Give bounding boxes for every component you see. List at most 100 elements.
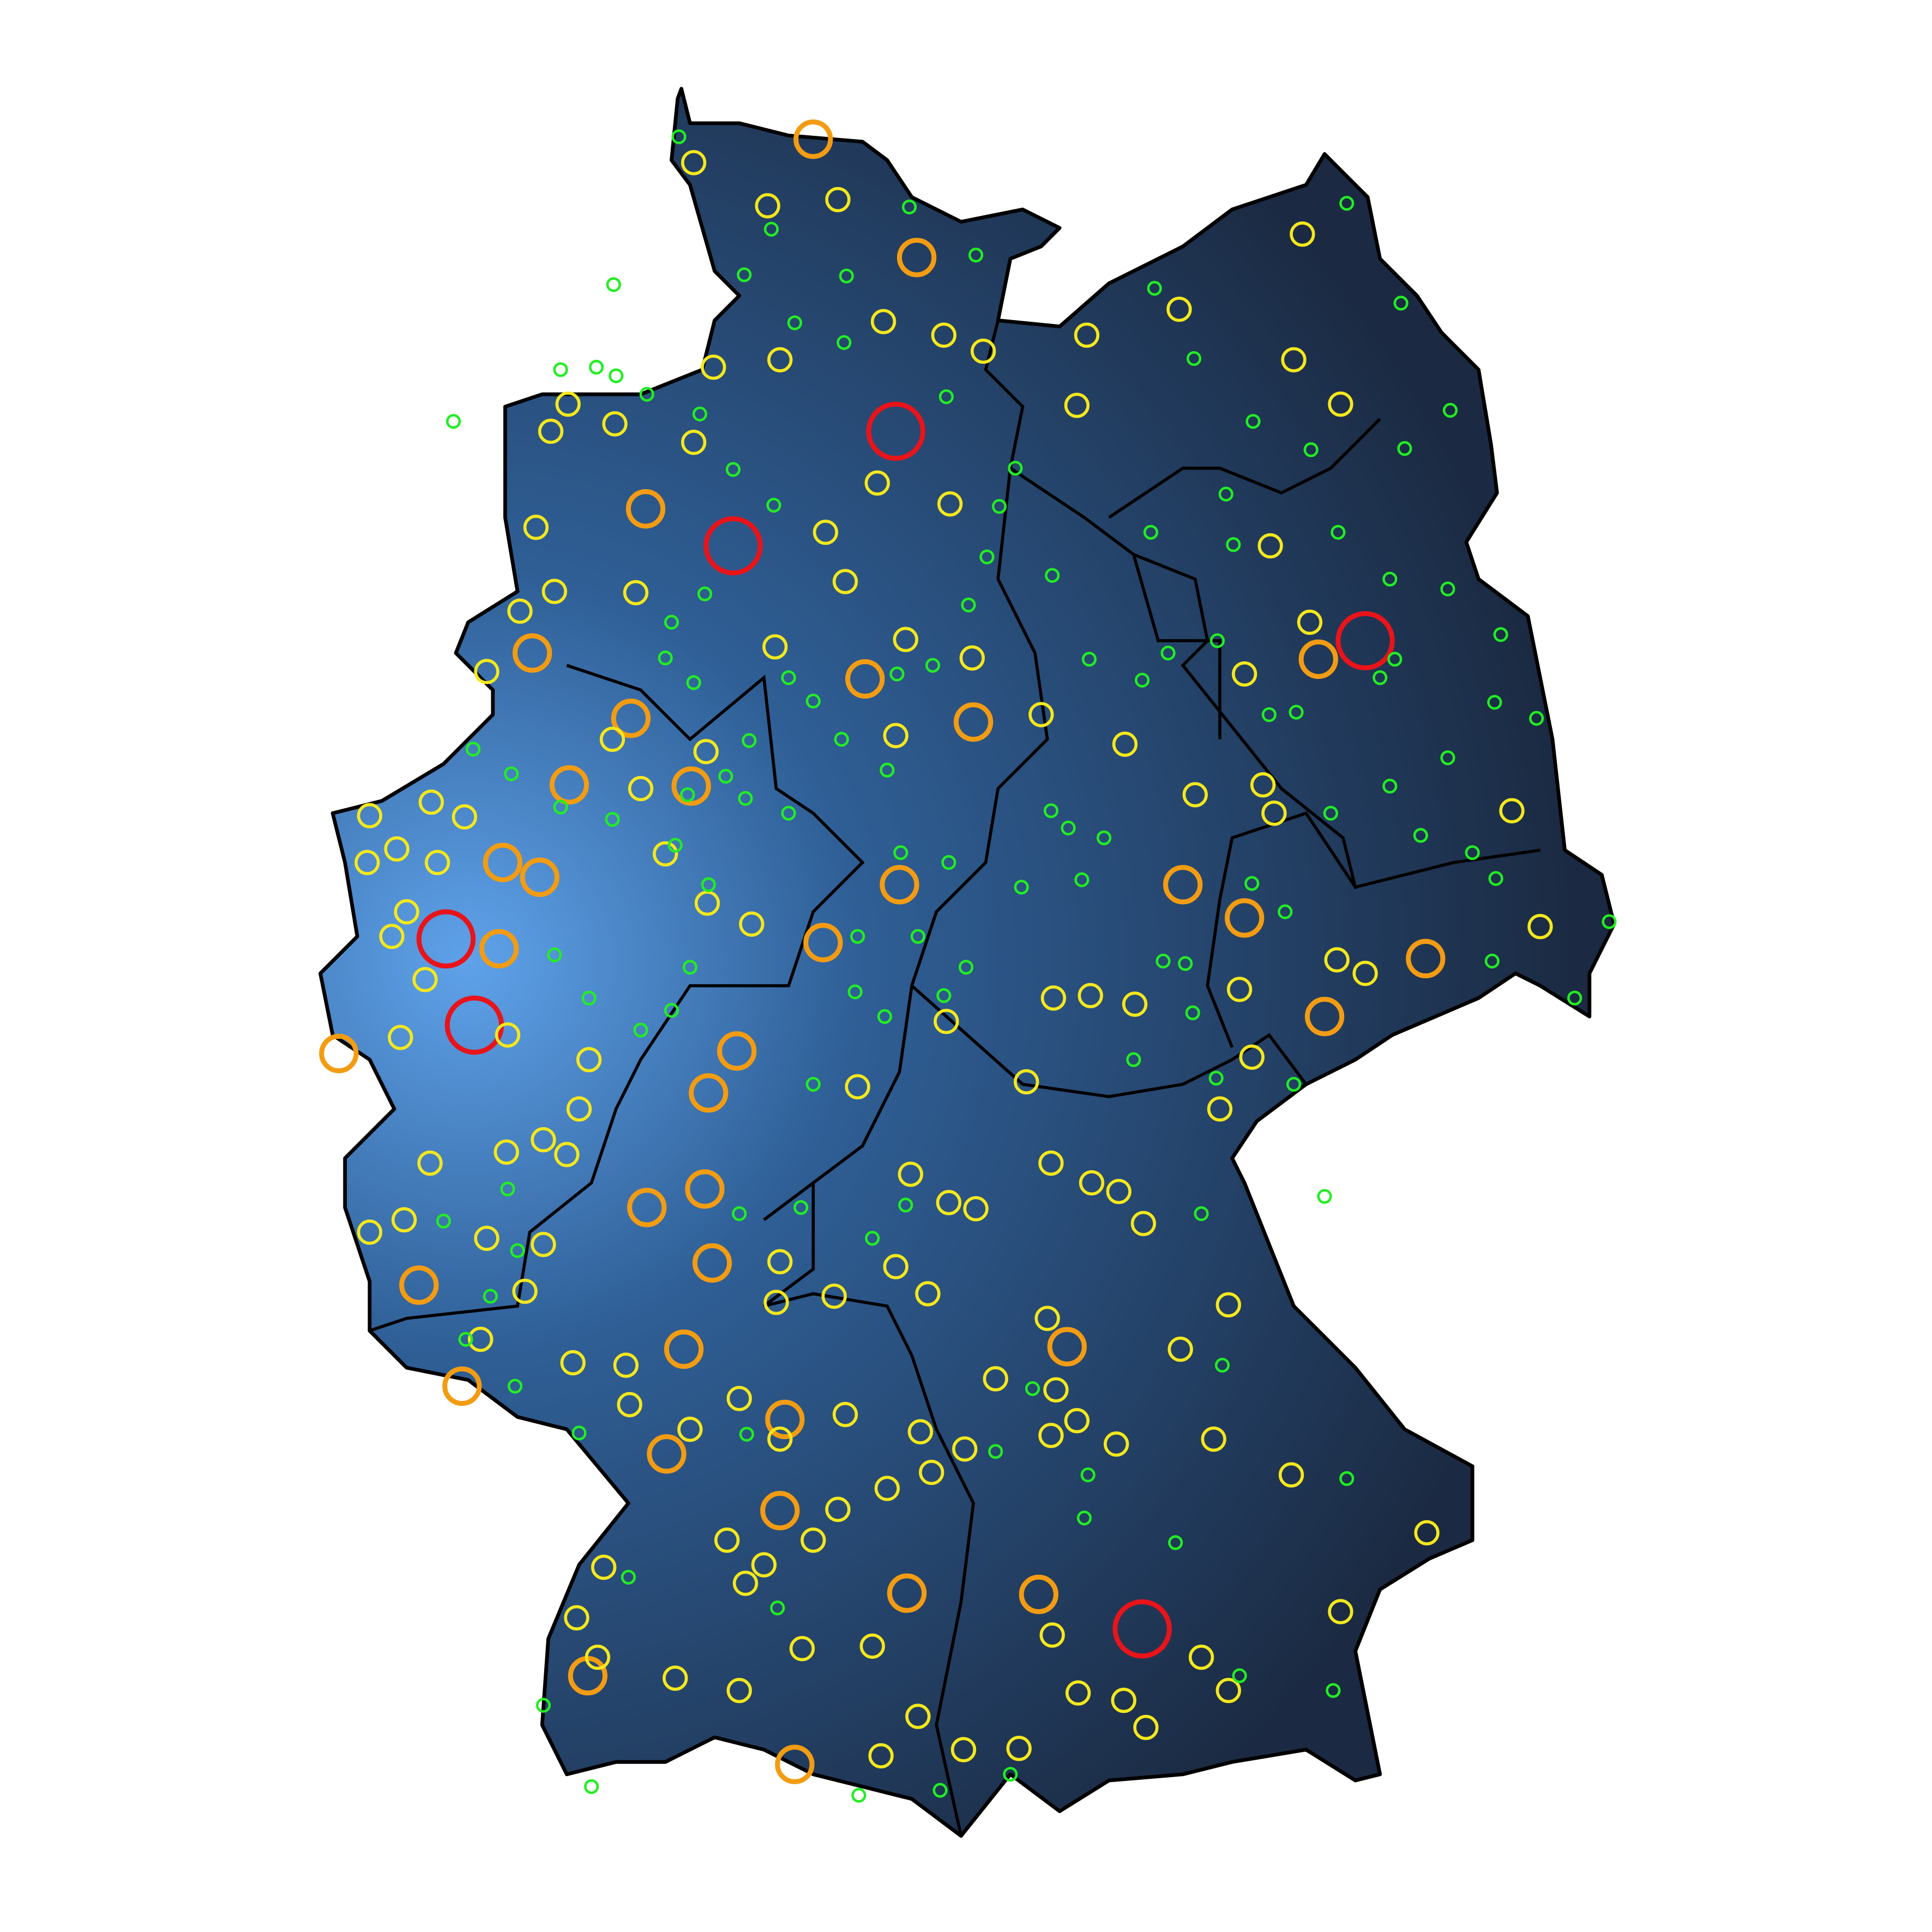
yellow-marker	[1182, 782, 1208, 808]
yellow-marker	[919, 1460, 944, 1485]
state-border	[911, 984, 1308, 1098]
green-marker	[535, 1698, 551, 1713]
yellow-marker	[1278, 1462, 1304, 1488]
green-marker	[639, 387, 654, 402]
orange-marker	[1304, 996, 1345, 1037]
yellow-marker	[523, 514, 549, 540]
orange-marker	[1047, 1327, 1087, 1367]
yellow-marker	[1006, 1736, 1032, 1761]
green-marker	[1147, 281, 1162, 296]
yellow-marker	[1297, 609, 1323, 635]
yellow-marker	[762, 634, 788, 660]
yellow-marker	[1328, 1599, 1353, 1624]
yellow-marker	[937, 491, 963, 517]
green-marker	[667, 838, 683, 853]
yellow-marker	[812, 519, 839, 545]
yellow-marker	[602, 411, 628, 437]
yellow-marker	[493, 1139, 519, 1165]
yellow-marker	[883, 723, 908, 749]
green-marker	[553, 362, 568, 377]
yellow-marker	[663, 1665, 688, 1691]
green-marker	[1442, 402, 1458, 418]
yellow-marker	[1111, 1688, 1136, 1713]
green-marker	[1155, 953, 1171, 969]
green-marker	[571, 1425, 587, 1441]
green-marker	[781, 670, 796, 685]
green-marker	[1208, 1070, 1224, 1086]
green-marker	[988, 1444, 1003, 1459]
yellow-marker	[959, 645, 985, 671]
yellow-marker	[1215, 1677, 1241, 1704]
yellow-marker	[412, 967, 438, 992]
green-marker	[1529, 711, 1544, 726]
green-marker	[697, 586, 713, 601]
state-border	[369, 664, 865, 1333]
orange-marker	[1019, 1574, 1058, 1615]
green-marker	[1397, 441, 1412, 456]
yellow-marker	[424, 850, 450, 875]
yellow-marker	[617, 1392, 642, 1418]
yellow-marker	[767, 1427, 793, 1452]
yellow-marker	[1122, 991, 1148, 1017]
yellow-marker	[915, 1281, 941, 1307]
orange-marker	[765, 1399, 805, 1440]
green-marker	[742, 733, 757, 748]
green-marker	[839, 268, 854, 284]
yellow-marker	[870, 309, 896, 334]
yellow-marker	[1290, 221, 1315, 247]
yellow-marker	[1038, 1423, 1064, 1448]
orange-marker	[953, 702, 994, 742]
green-marker	[834, 732, 849, 747]
green-marker	[633, 1022, 648, 1038]
green-marker	[1393, 296, 1409, 311]
yellow-marker	[726, 1386, 752, 1411]
yellow-marker	[555, 391, 581, 417]
yellow-marker	[1112, 731, 1138, 757]
yellow-marker	[1499, 798, 1525, 823]
green-marker	[507, 1379, 523, 1394]
orange-marker	[1225, 898, 1265, 938]
yellow-marker	[384, 836, 410, 862]
yellow-marker	[694, 890, 720, 916]
red-marker	[703, 516, 763, 576]
yellow-marker	[1079, 1170, 1105, 1196]
yellow-marker	[801, 1527, 826, 1553]
yellow-marker	[859, 1633, 885, 1659]
green-marker	[1244, 876, 1260, 891]
green-marker	[692, 406, 707, 422]
orange-marker	[1298, 639, 1338, 679]
yellow-marker	[1106, 1178, 1131, 1205]
green-marker	[1045, 568, 1060, 583]
yellow-marker	[474, 1225, 499, 1251]
green-marker	[1074, 872, 1090, 887]
green-marker	[1286, 1076, 1302, 1092]
yellow-marker	[538, 418, 564, 444]
yellow-marker	[531, 1127, 556, 1153]
orange-marker	[399, 1265, 439, 1305]
green-marker	[436, 1213, 452, 1229]
yellow-marker	[623, 580, 649, 606]
green-marker	[781, 805, 796, 821]
green-marker	[504, 766, 519, 781]
green-marker	[766, 497, 781, 513]
yellow-marker	[767, 347, 793, 372]
yellow-marker	[732, 1570, 759, 1596]
green-marker	[958, 960, 974, 975]
green-marker	[605, 812, 620, 827]
yellow-marker	[564, 1605, 589, 1630]
orange-marker	[442, 1366, 482, 1406]
yellow-marker	[1039, 1622, 1065, 1648]
green-marker	[968, 248, 984, 263]
yellow-marker	[934, 1009, 959, 1034]
orange-marker	[671, 766, 711, 806]
yellow-marker	[1034, 1305, 1060, 1331]
orange-marker	[627, 1188, 667, 1227]
green-marker	[1440, 750, 1455, 766]
yellow-marker	[1167, 1337, 1193, 1362]
green-marker	[732, 1206, 747, 1221]
green-marker	[581, 990, 597, 1006]
yellow-marker	[507, 598, 533, 624]
green-marker	[621, 1569, 636, 1585]
orange-marker	[479, 929, 519, 969]
yellow-marker	[357, 1219, 383, 1245]
